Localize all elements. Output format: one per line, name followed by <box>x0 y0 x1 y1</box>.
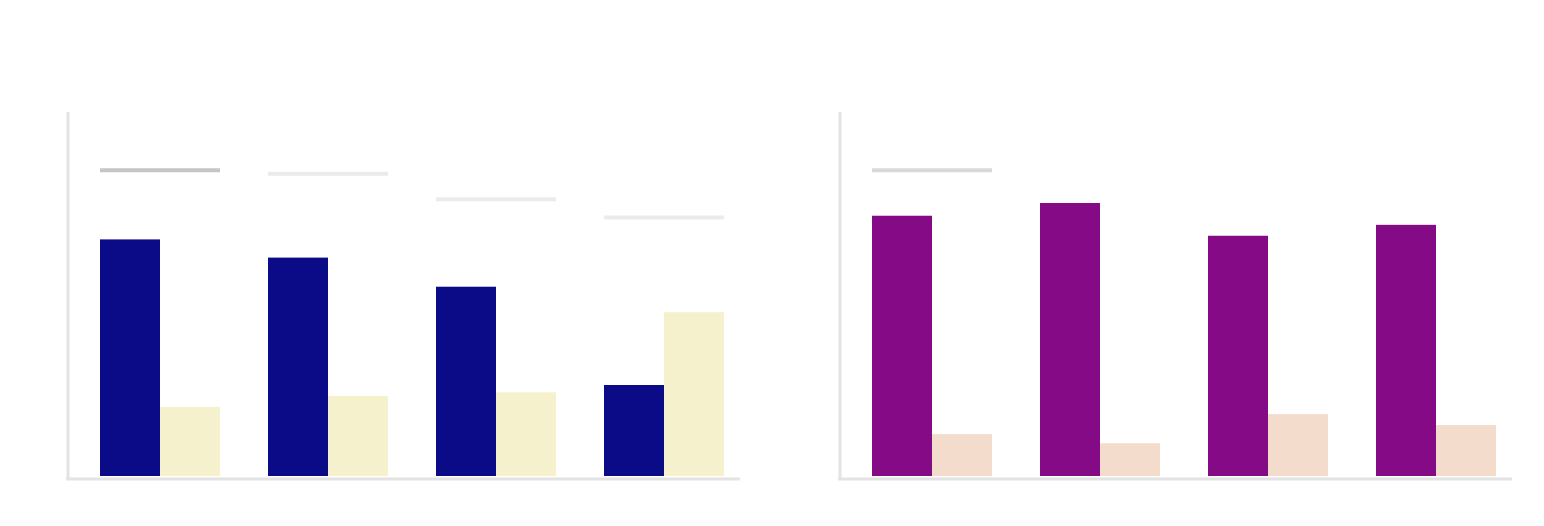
bar-series-2-cat-1 <box>160 406 220 476</box>
bar-series-2-cat-2 <box>328 395 388 476</box>
bar-series-2-cat-4 <box>664 312 724 476</box>
bar-series-1-cat-4 <box>604 385 664 476</box>
bar-series-1-cat-2 <box>268 257 328 476</box>
bar-series-2-cat-3 <box>496 392 556 476</box>
bars-group <box>100 239 724 476</box>
bar-series-2-cat-1 <box>932 434 992 476</box>
bar-series-1-cat-4 <box>1376 224 1436 476</box>
reference-marks-group <box>100 168 724 220</box>
bar-series-1-cat-3 <box>1208 235 1268 476</box>
axes-group <box>838 112 1512 481</box>
bar-chart-left <box>66 112 740 481</box>
bar-series-2-cat-3 <box>1268 414 1328 476</box>
axes-group <box>66 112 740 481</box>
bar-series-1-cat-2 <box>1040 203 1100 476</box>
bar-chart-right <box>838 112 1512 481</box>
bar-series-2-cat-4 <box>1436 425 1496 476</box>
bar-series-1-cat-1 <box>100 239 160 476</box>
bar-series-1-cat-1 <box>872 215 932 477</box>
bar-series-2-cat-2 <box>1100 443 1160 476</box>
bar-series-1-cat-3 <box>436 286 496 476</box>
bars-group <box>872 203 1496 477</box>
